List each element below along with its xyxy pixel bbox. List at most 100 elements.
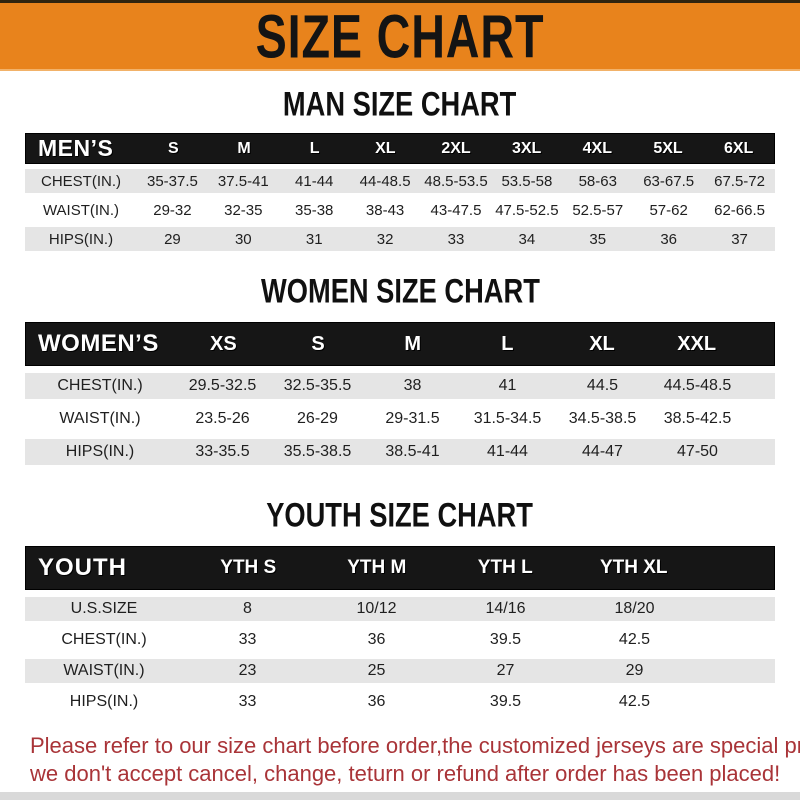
column-header: YTH S xyxy=(220,557,277,578)
table-cell: 43-47.5 xyxy=(430,201,482,219)
youth-size-table: YOUTH YTH S YTH M YTH L YTH XL U.S.SIZE 8 10/12… xyxy=(25,546,775,714)
table-cell: 32.5-35.5 xyxy=(283,377,352,394)
column-header: XL xyxy=(589,332,615,355)
women-header-label: WOMEN’S xyxy=(38,330,159,357)
table-row: U.S.SIZE 8 10/12 14/16 18/20 xyxy=(25,597,775,621)
table-row: CHEST(IN.) 33 36 39.5 42.5 xyxy=(25,628,775,652)
column-header: XL xyxy=(375,139,396,157)
men-header-label: MEN’S xyxy=(38,135,114,161)
column-header: 2XL xyxy=(441,139,471,157)
men-table-header: MEN’S S M L XL 2XL 3XL 4XL 5XL 6XL xyxy=(25,133,775,164)
table-cell: 38.5-41 xyxy=(385,443,440,460)
women-section-title-text: WOMEN SIZE CHART xyxy=(260,270,540,311)
table-cell: 63-67.5 xyxy=(643,172,695,190)
table-row: WAIST(IN.) 29-32 32-35 35-38 38-43 43-47.5 47.… xyxy=(25,198,775,222)
column-header: S xyxy=(167,139,179,157)
table-cell: 31 xyxy=(305,230,323,248)
women-size-table: WOMEN’S XS S M L XL XXL CHEST(IN.) 29.5-32.5 32.5… xyxy=(25,322,775,465)
column-header: XS xyxy=(209,332,237,355)
table-cell: 31.5-34.5 xyxy=(473,410,542,427)
banner: SIZE CHART xyxy=(0,0,800,71)
table-row: HIPS(IN.) 33-35.5 35.5-38.5 38.5-41 41-44 44-… xyxy=(25,439,775,465)
table-cell: 25 xyxy=(367,662,386,679)
row-label: CHEST(IN.) xyxy=(61,631,147,648)
row-label: HIPS(IN.) xyxy=(65,443,135,460)
table-cell: 23 xyxy=(238,662,257,679)
row-label: HIPS(IN.) xyxy=(69,693,139,710)
column-header: 4XL xyxy=(582,139,612,157)
table-cell: 36 xyxy=(367,693,386,710)
table-cell: 44-47 xyxy=(582,443,623,460)
table-cell: 57-62 xyxy=(649,201,688,219)
table-cell: 37 xyxy=(731,230,748,248)
table-cell: 23.5-26 xyxy=(195,410,250,427)
youth-section-title: YOUTH SIZE CHART xyxy=(0,494,800,535)
column-header: L xyxy=(309,139,320,157)
table-cell: 35.5-38.5 xyxy=(283,443,352,460)
column-header: M xyxy=(404,332,421,355)
table-row: CHEST(IN.) 35-37.5 37.5-41 41-44 44-48.5 48.5… xyxy=(25,169,775,193)
table-cell: 29 xyxy=(164,230,181,248)
table-row: HIPS(IN.) 29 30 31 32 33 34 35 36 37 xyxy=(25,227,775,251)
table-cell: 44-48.5 xyxy=(359,172,411,190)
table-cell: 41-44 xyxy=(295,172,334,190)
table-cell: 10/12 xyxy=(356,600,397,617)
table-cell: 58-63 xyxy=(578,172,617,190)
table-cell: 42.5 xyxy=(618,631,651,648)
table-cell: 52.5-57 xyxy=(572,201,624,219)
youth-header-label: YOUTH xyxy=(38,554,127,581)
table-cell: 29 xyxy=(625,662,644,679)
order-note-line-1: Please refer to our size chart before or… xyxy=(30,733,800,758)
table-row: HIPS(IN.) 33 36 39.5 42.5 xyxy=(25,690,775,714)
column-header: YTH XL xyxy=(599,557,668,578)
table-cell: 39.5 xyxy=(489,693,522,710)
youth-section-title-text: YOUTH SIZE CHART xyxy=(266,494,534,535)
table-cell: 14/16 xyxy=(485,600,526,617)
table-cell: 35-38 xyxy=(295,201,334,219)
column-header: XXL xyxy=(677,332,717,355)
table-cell: 47-50 xyxy=(677,443,718,460)
order-note-line-2: we don't accept cancel, change, teturn o… xyxy=(30,761,781,786)
table-cell: 41-44 xyxy=(487,443,528,460)
table-cell: 29-31.5 xyxy=(385,410,440,427)
row-label: CHEST(IN.) xyxy=(41,172,121,190)
table-row: WAIST(IN.) 23.5-26 26-29 29-31.5 31.5-34.5 34… xyxy=(25,406,775,432)
youth-table-header: YOUTH YTH S YTH M YTH L YTH XL xyxy=(25,546,775,590)
table-cell: 35 xyxy=(589,230,607,248)
table-row: CHEST(IN.) 29.5-32.5 32.5-35.5 38 41 44.5 44.5… xyxy=(25,373,775,399)
table-cell: 39.5 xyxy=(489,631,522,648)
table-cell: 67.5-72 xyxy=(714,172,765,190)
row-label: WAIST(IN.) xyxy=(59,410,141,427)
table-cell: 27 xyxy=(496,662,515,679)
table-cell: 18/20 xyxy=(614,600,655,617)
table-cell: 41 xyxy=(498,377,517,394)
column-header: 6XL xyxy=(723,139,754,157)
row-label: U.S.SIZE xyxy=(70,600,138,617)
banner-title: SIZE CHART xyxy=(255,1,545,72)
row-label: WAIST(IN.) xyxy=(63,662,145,679)
man-section-title: MAN SIZE CHART xyxy=(0,86,800,121)
table-cell: 38-43 xyxy=(365,201,405,219)
table-cell: 37.5-41 xyxy=(217,172,269,190)
table-cell: 29-32 xyxy=(153,201,192,219)
table-cell: 38 xyxy=(403,377,422,394)
women-section-title: WOMEN SIZE CHART xyxy=(0,270,800,311)
table-cell: 36 xyxy=(367,631,386,648)
men-size-table: MEN’S S M L XL 2XL 3XL 4XL 5XL 6XL CHEST(IN.) 35-37… xyxy=(25,133,775,251)
column-header: L xyxy=(501,332,514,355)
table-cell: 32 xyxy=(376,230,394,248)
table-cell: 34.5-38.5 xyxy=(568,410,637,427)
row-label: CHEST(IN.) xyxy=(57,377,143,394)
bottom-strip xyxy=(0,792,800,800)
table-cell: 30 xyxy=(234,230,252,248)
table-cell: 29.5-32.5 xyxy=(188,377,257,394)
table-cell: 33 xyxy=(238,693,257,710)
table-cell: 33 xyxy=(238,631,257,648)
column-header: M xyxy=(237,139,251,157)
table-row: WAIST(IN.) 23 25 27 29 xyxy=(25,659,775,683)
table-cell: 48.5-53.5 xyxy=(424,172,488,190)
table-cell: 47.5-52.5 xyxy=(495,201,559,219)
table-cell: 26-29 xyxy=(297,410,338,427)
row-label: WAIST(IN.) xyxy=(42,201,120,219)
